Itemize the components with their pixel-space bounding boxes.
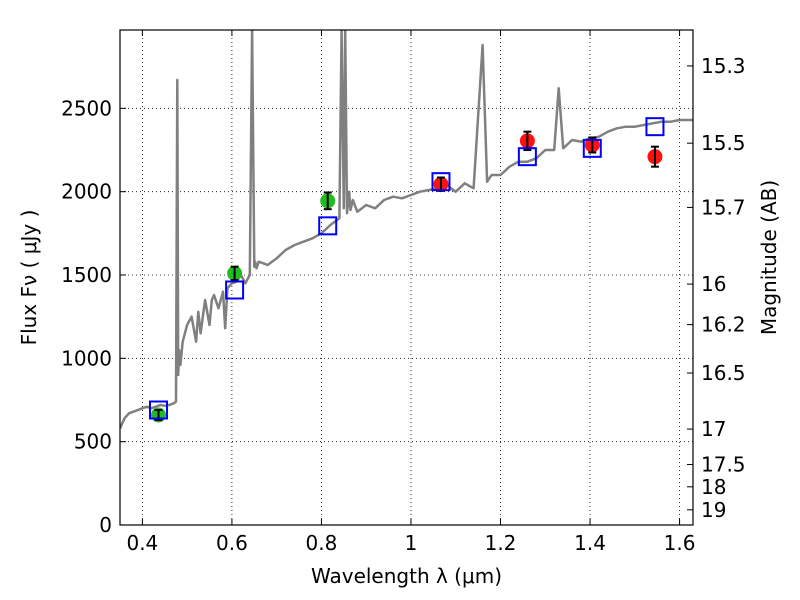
y-tick-label: 1000 bbox=[61, 346, 112, 370]
magnitude-axis-label: Magnitude (AB) bbox=[757, 180, 781, 335]
model-square bbox=[517, 147, 537, 167]
plot-frame bbox=[119, 29, 694, 526]
y-axis-label: Flux Fν ( μJy ) bbox=[17, 210, 41, 346]
mag-tick-label: 18 bbox=[701, 475, 726, 499]
y-tick-label: 2000 bbox=[61, 180, 112, 204]
model-square bbox=[582, 138, 602, 158]
x-tick-label: 0.4 bbox=[126, 531, 158, 555]
x-tick-label: 1.6 bbox=[664, 531, 696, 555]
y-tick-label: 500 bbox=[74, 430, 112, 454]
x-tick-label: 1.4 bbox=[574, 531, 606, 555]
spectrum-line bbox=[120, 30, 693, 429]
text-layer: 0.4 0.6 0.8 1 1.2 1.4 1.6 0 500 1000 1500 2000 2500 1… bbox=[17, 54, 781, 588]
x-tick-label: 1 bbox=[405, 531, 418, 555]
y-tick-label: 2500 bbox=[61, 96, 112, 120]
data-layer bbox=[120, 30, 693, 429]
mag-tick-label: 19 bbox=[701, 498, 726, 522]
mag-tick-label: 17.5 bbox=[701, 452, 746, 476]
mag-tick-label: 17 bbox=[701, 417, 726, 441]
mag-tick-label: 16.5 bbox=[701, 361, 746, 385]
x-tick-label: 1.2 bbox=[485, 531, 517, 555]
model-square bbox=[148, 400, 168, 420]
grid-layer bbox=[120, 30, 693, 526]
model-square bbox=[431, 172, 451, 192]
mag-tick-label: 15.7 bbox=[701, 195, 746, 219]
x-tick-label: 0.8 bbox=[306, 531, 338, 555]
mag-tick-label: 16.2 bbox=[701, 313, 746, 337]
y-tick-label: 0 bbox=[99, 513, 112, 537]
y-tick-label: 1500 bbox=[61, 263, 112, 287]
mag-tick-label: 16 bbox=[701, 272, 726, 296]
mag-tick-label: 15.3 bbox=[701, 54, 746, 78]
mag-tick-label: 15.5 bbox=[701, 131, 746, 155]
x-axis-label: Wavelength λ (μm) bbox=[311, 564, 502, 588]
model-square bbox=[225, 280, 245, 300]
model-square bbox=[645, 117, 665, 137]
frame-layer bbox=[119, 29, 694, 526]
x-tick-label: 0.6 bbox=[216, 531, 248, 555]
model-square bbox=[318, 216, 338, 236]
